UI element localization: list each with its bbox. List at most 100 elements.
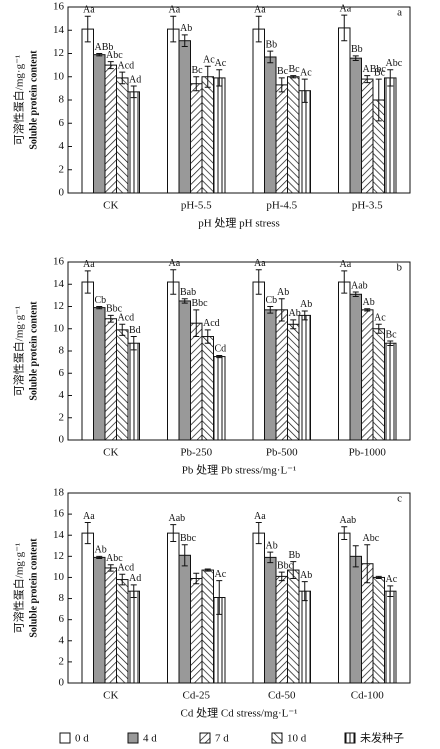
error-bar bbox=[181, 34, 188, 48]
y-tick-label: 10 bbox=[53, 571, 65, 583]
legend-swatch bbox=[199, 732, 211, 744]
bar bbox=[104, 318, 117, 441]
error-bar bbox=[119, 71, 126, 85]
y-tick-label: 6 bbox=[59, 117, 65, 129]
x-axis-title: pH 处理 pH stress bbox=[198, 217, 280, 230]
y-tick-label: 10 bbox=[53, 322, 65, 334]
error-bar bbox=[364, 544, 371, 584]
significance-label: Cd bbox=[215, 344, 227, 355]
y-tick-label: 6 bbox=[59, 367, 65, 379]
error-bar bbox=[267, 306, 274, 314]
y-tick-label: 2 bbox=[59, 411, 65, 423]
significance-label: Aa bbox=[83, 511, 95, 522]
significance-label: Aab bbox=[169, 513, 186, 524]
bar bbox=[178, 40, 191, 194]
bar bbox=[275, 575, 288, 684]
significance-label: Aab bbox=[340, 515, 357, 526]
significance-label: Ab bbox=[300, 570, 312, 581]
x-axis-title: Cd 处理 Cd stress/mg·L⁻¹ bbox=[181, 707, 298, 720]
y-tick-label: 4 bbox=[59, 634, 65, 646]
bar bbox=[178, 554, 191, 684]
error-bar bbox=[130, 85, 137, 99]
error-bar bbox=[278, 571, 285, 582]
y-axis-title: 可溶性蛋白/mg·g⁻¹ bbox=[12, 55, 26, 145]
x-tick-label: pH-4.5 bbox=[266, 200, 297, 212]
error-bar bbox=[193, 572, 200, 585]
bar bbox=[81, 281, 94, 441]
panel-letter: a bbox=[397, 7, 402, 19]
bar bbox=[298, 590, 311, 684]
significance-label: Bc bbox=[277, 66, 289, 77]
error-bar bbox=[170, 269, 177, 295]
bar bbox=[116, 329, 129, 441]
error-bar bbox=[84, 522, 91, 545]
legend-swatch bbox=[271, 732, 283, 744]
x-tick-label: CK bbox=[103, 690, 118, 702]
error-bar bbox=[364, 308, 371, 312]
y-tick-label: 8 bbox=[59, 345, 65, 357]
error-bar bbox=[341, 270, 348, 294]
y-tick-label: 18 bbox=[53, 487, 65, 499]
error-bar bbox=[170, 15, 177, 43]
error-bar bbox=[216, 354, 223, 359]
error-bar bbox=[255, 269, 262, 295]
error-bar bbox=[107, 564, 114, 572]
significance-label: Ab bbox=[300, 299, 312, 310]
bar bbox=[264, 556, 277, 684]
bar bbox=[167, 28, 180, 194]
error-bar bbox=[170, 524, 177, 543]
significance-label: Bbc bbox=[192, 298, 209, 309]
error-bar bbox=[193, 309, 200, 338]
significance-label: Ac bbox=[386, 574, 398, 585]
y-tick-label: 8 bbox=[59, 94, 65, 106]
significance-label: Bc bbox=[289, 64, 301, 75]
significance-label: Abc bbox=[106, 553, 123, 564]
bar bbox=[372, 576, 385, 684]
bar bbox=[127, 91, 140, 194]
significance-label: Ac bbox=[374, 313, 386, 324]
error-bar bbox=[375, 323, 382, 334]
bar bbox=[81, 532, 94, 684]
bar bbox=[275, 84, 288, 194]
significance-label: Aa bbox=[169, 258, 181, 269]
error-bar bbox=[119, 323, 126, 336]
error-bar bbox=[352, 291, 359, 297]
bar bbox=[190, 578, 203, 684]
error-bar bbox=[267, 551, 274, 564]
significance-label: Ac bbox=[203, 55, 215, 66]
x-tick-label: pH-3.5 bbox=[352, 200, 383, 212]
significance-label: Ac bbox=[300, 67, 312, 78]
significance-label: Aa bbox=[340, 259, 352, 270]
bar bbox=[93, 307, 106, 441]
bar bbox=[213, 77, 226, 194]
error-bar bbox=[204, 65, 211, 88]
bar bbox=[178, 300, 191, 441]
x-tick-label: CK bbox=[103, 447, 118, 459]
significance-label: Acd bbox=[203, 318, 220, 329]
significance-label: Bc bbox=[192, 65, 204, 76]
error-bar bbox=[278, 298, 285, 322]
error-bar bbox=[387, 69, 394, 87]
x-axis-title: Pb 处理 Pb stress/mg·L⁻¹ bbox=[182, 464, 297, 477]
bar bbox=[252, 281, 265, 441]
error-bar bbox=[375, 78, 382, 122]
bar bbox=[287, 76, 300, 194]
error-bar bbox=[181, 298, 188, 304]
legend-label: 未发种子 bbox=[360, 731, 404, 745]
error-bar bbox=[204, 568, 211, 572]
bar bbox=[338, 281, 351, 441]
y-axis-title: Soluble protein content bbox=[28, 301, 39, 401]
error-bar bbox=[364, 75, 371, 84]
legend-label: 0 d bbox=[75, 733, 89, 745]
error-bar bbox=[278, 77, 285, 93]
significance-label: Aa bbox=[340, 3, 352, 14]
significance-label: Cb bbox=[95, 295, 107, 306]
y-tick-label: 2 bbox=[59, 163, 65, 175]
error-bar bbox=[341, 526, 348, 540]
error-bar bbox=[255, 522, 262, 545]
bar bbox=[81, 28, 94, 194]
y-tick-label: 0 bbox=[59, 434, 65, 446]
significance-label: Ab bbox=[266, 540, 278, 551]
bar bbox=[372, 328, 385, 441]
